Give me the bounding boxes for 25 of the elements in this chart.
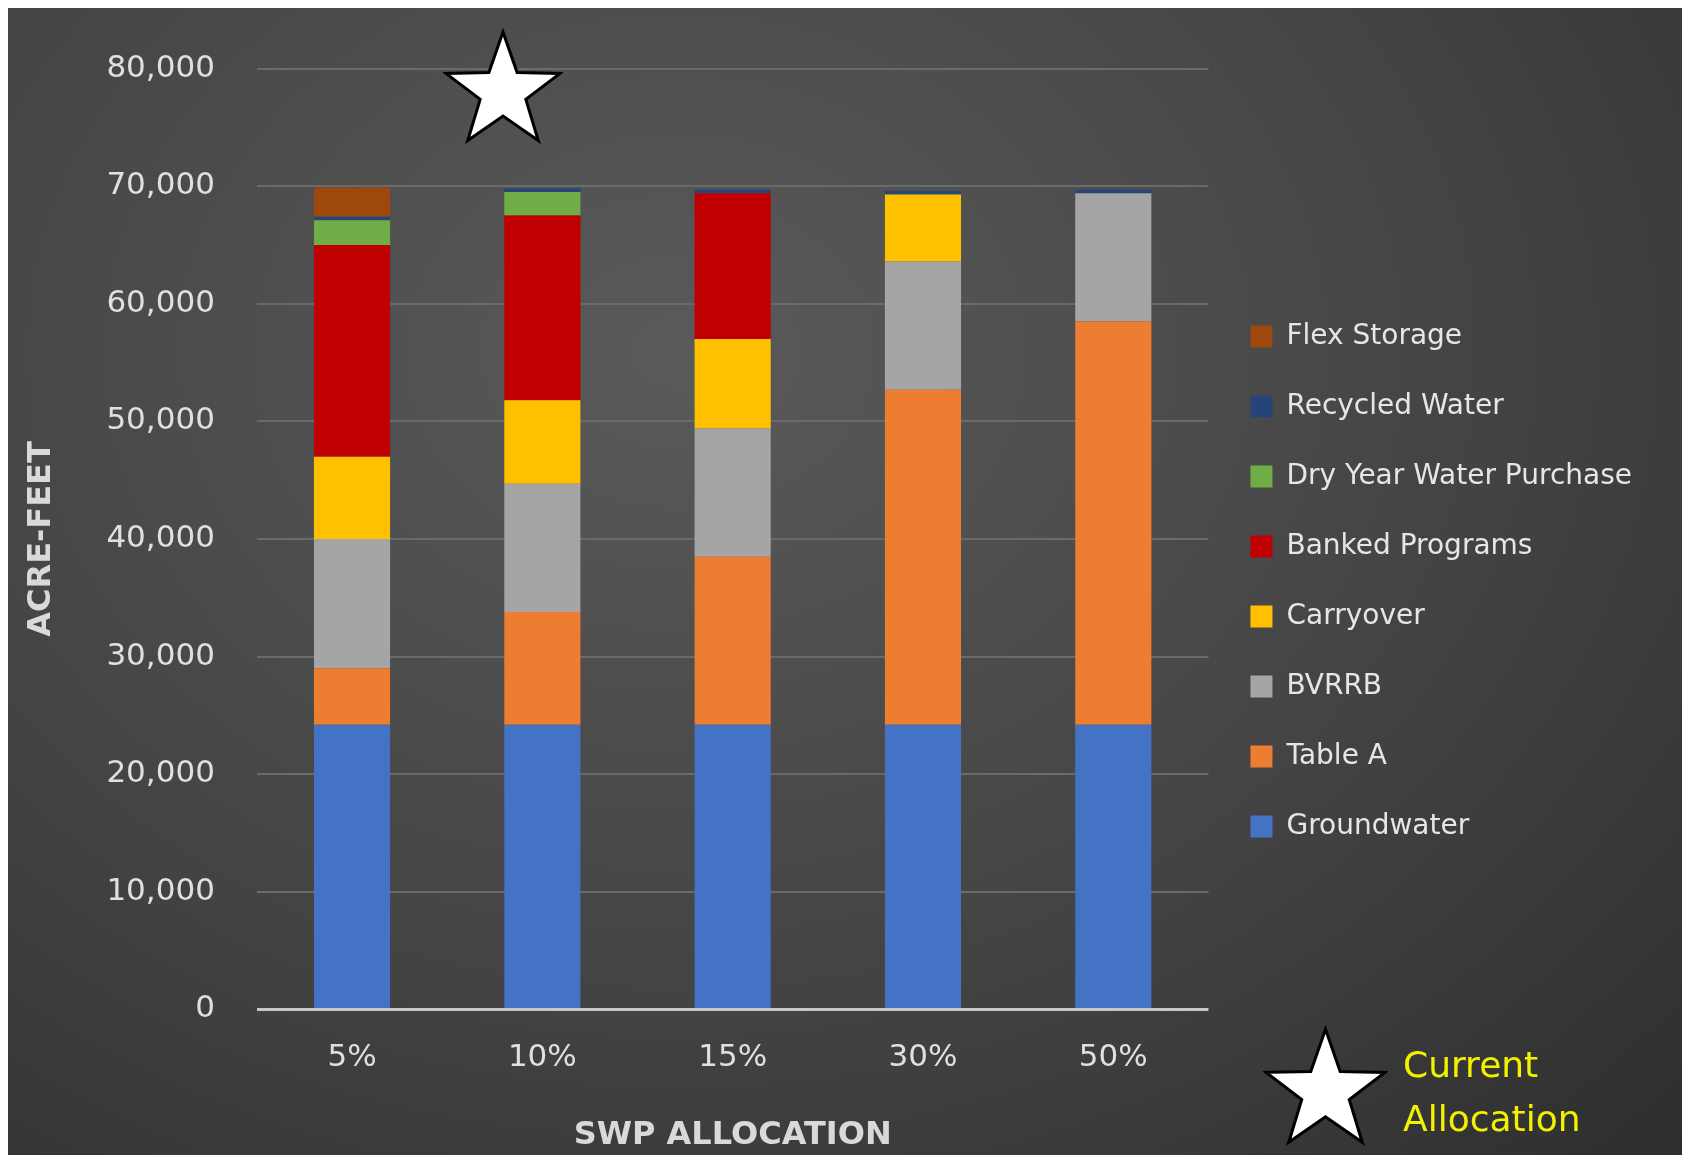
legend-label: Dry Year Water Purchase	[1286, 457, 1632, 491]
legend-label: Groundwater	[1286, 807, 1470, 841]
legend-label: BVRRB	[1286, 667, 1383, 701]
x-tick-label: 50%	[1078, 1037, 1148, 1074]
y-tick-label: 20,000	[106, 753, 215, 790]
legend-label: Carryover	[1286, 597, 1426, 631]
x-tick-label: 30%	[888, 1037, 958, 1074]
text: Current Allocation	[1403, 1043, 1582, 1141]
y-tick-label: 50,000	[106, 400, 215, 437]
x-tick-label: 15%	[698, 1037, 768, 1074]
y-tick-label: 80,000	[106, 47, 215, 84]
y-tick-label: 30,000	[106, 635, 215, 672]
y-axis-title: ACRE-FEET	[19, 441, 58, 637]
x-axis-title: SWP ALLOCATION	[573, 1114, 892, 1153]
y-tick-label: 40,000	[106, 518, 215, 555]
y-tick-label: 60,000	[106, 282, 215, 319]
legend-label: Table A	[1285, 737, 1387, 771]
legend-label: Flex Storage	[1286, 317, 1463, 351]
x-tick-label: 10%	[507, 1037, 577, 1074]
y-tick-label: 0	[195, 988, 215, 1025]
y-tick-label: 10,000	[106, 870, 215, 907]
x-tick-label: 5%	[327, 1037, 377, 1074]
legend-label: Recycled Water	[1286, 387, 1505, 421]
y-tick-label: 70,000	[106, 165, 215, 202]
legend-label: Banked Programs	[1286, 527, 1533, 561]
